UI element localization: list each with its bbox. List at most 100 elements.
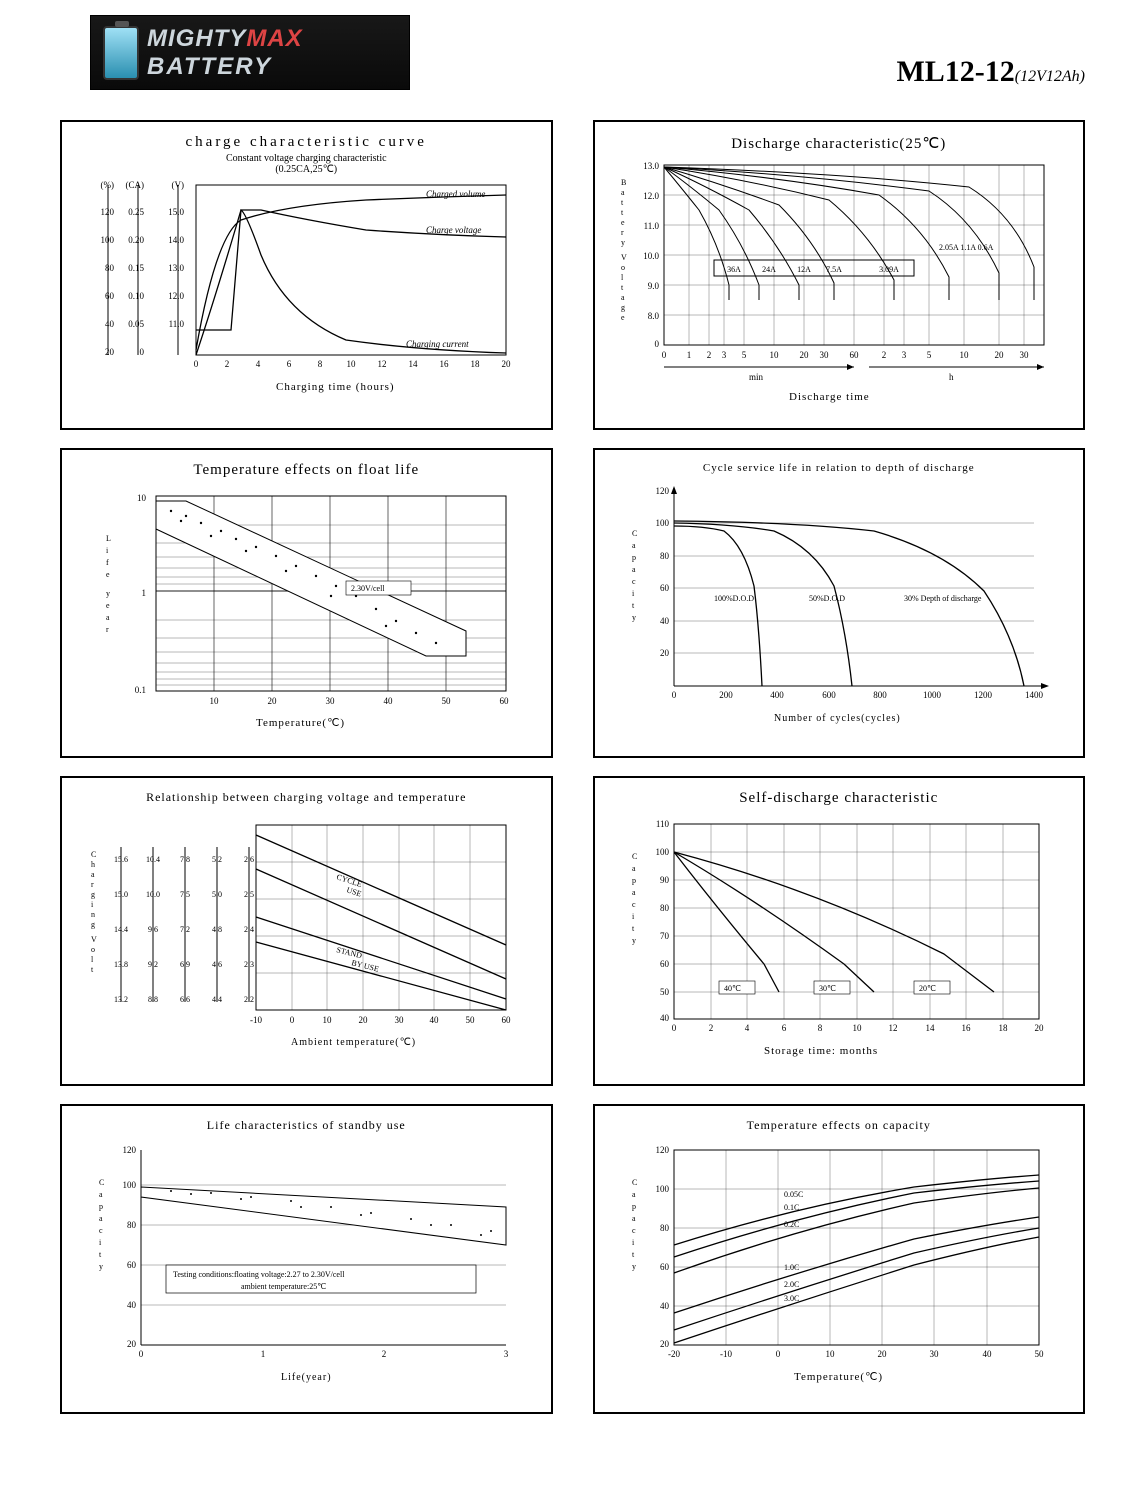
svg-text:0: 0 bbox=[672, 1023, 677, 1033]
svg-text:0.1C: 0.1C bbox=[784, 1203, 799, 1212]
svg-text:20: 20 bbox=[799, 350, 809, 360]
svg-text:2.6: 2.6 bbox=[244, 855, 254, 864]
svg-text:p: p bbox=[632, 553, 636, 562]
svg-text:10.0: 10.0 bbox=[146, 890, 160, 899]
svg-text:1: 1 bbox=[261, 1349, 266, 1359]
svg-text:30: 30 bbox=[929, 1349, 939, 1359]
svg-text:8.0: 8.0 bbox=[648, 311, 660, 321]
svg-text:0: 0 bbox=[139, 1349, 144, 1359]
svg-text:10: 10 bbox=[825, 1349, 835, 1359]
chart-svg: 13.012.011.0 10.09.08.0 0 36A24A 12A7.5A bbox=[609, 155, 1069, 415]
svg-text:5: 5 bbox=[927, 350, 932, 360]
svg-text:3.0C: 3.0C bbox=[784, 1294, 799, 1303]
xlabel: Ambient temperature(℃) bbox=[291, 1037, 416, 1048]
svg-text:0: 0 bbox=[672, 690, 677, 700]
svg-text:Charge voltage: Charge voltage bbox=[426, 225, 481, 235]
svg-text:8: 8 bbox=[818, 1023, 823, 1033]
svg-text:e: e bbox=[621, 218, 625, 227]
svg-text:30: 30 bbox=[1019, 350, 1029, 360]
svg-text:0.05C: 0.05C bbox=[784, 1190, 803, 1199]
svg-text:1: 1 bbox=[687, 350, 692, 360]
svg-text:a: a bbox=[632, 1214, 636, 1223]
svg-text:9.6: 9.6 bbox=[148, 925, 158, 934]
svg-text:0.2C: 0.2C bbox=[784, 1220, 799, 1229]
brand-b: MAX bbox=[246, 25, 302, 52]
svg-text:C: C bbox=[91, 850, 96, 859]
chart-self-discharge: Self-discharge characteristic 11010090 8… bbox=[593, 776, 1086, 1086]
svg-text:50%D.O.D: 50%D.O.D bbox=[809, 594, 845, 603]
svg-text:C: C bbox=[632, 1178, 637, 1187]
svg-text:24A: 24A bbox=[762, 265, 776, 274]
svg-text:B: B bbox=[621, 178, 626, 187]
svg-text:l: l bbox=[621, 273, 624, 282]
svg-text:g: g bbox=[91, 920, 95, 929]
svg-text:a: a bbox=[99, 1190, 103, 1199]
svg-text:90: 90 bbox=[660, 875, 670, 885]
svg-text:20: 20 bbox=[994, 350, 1004, 360]
svg-text:200: 200 bbox=[719, 690, 733, 700]
battery-icon bbox=[103, 26, 139, 80]
svg-text:110: 110 bbox=[656, 819, 670, 829]
svg-text:80: 80 bbox=[660, 1223, 670, 1233]
svg-text:3: 3 bbox=[902, 350, 907, 360]
svg-text:36A: 36A bbox=[727, 265, 741, 274]
svg-text:12.0: 12.0 bbox=[643, 191, 659, 201]
svg-text:h: h bbox=[949, 372, 954, 382]
svg-text:100: 100 bbox=[655, 518, 669, 528]
chart-svg: 11010090 807060 5040 024 6810 121416 182… bbox=[614, 809, 1064, 1069]
svg-text:c: c bbox=[632, 577, 636, 586]
svg-text:4.4: 4.4 bbox=[212, 995, 222, 1004]
svg-text:t: t bbox=[621, 198, 624, 207]
chart-svg: 2.30V/cell 1010.1 102030 405060 Temperat… bbox=[86, 481, 526, 741]
xlabel: Life(year) bbox=[281, 1372, 332, 1383]
svg-text:5: 5 bbox=[742, 350, 747, 360]
svg-text:r: r bbox=[91, 880, 94, 889]
svg-text:14.4: 14.4 bbox=[114, 925, 128, 934]
brand-line2: BATTERY bbox=[147, 53, 303, 81]
svg-text:20: 20 bbox=[660, 648, 670, 658]
svg-text:12.0: 12.0 bbox=[169, 291, 185, 301]
svg-text:c: c bbox=[632, 1226, 636, 1235]
svg-text:0.1: 0.1 bbox=[135, 685, 146, 695]
chart-title: Temperature effects on float life bbox=[193, 462, 419, 479]
svg-text:0: 0 bbox=[194, 359, 199, 369]
chart-svg: CYCLE USE STAND BY USE 15.610.47.85.22.6… bbox=[81, 807, 531, 1067]
svg-text:p: p bbox=[99, 1202, 103, 1211]
model-number: ML12-12(12V12Ah) bbox=[896, 55, 1085, 89]
svg-text:4.6: 4.6 bbox=[212, 960, 222, 969]
svg-text:l: l bbox=[91, 955, 94, 964]
svg-text:20: 20 bbox=[127, 1339, 137, 1349]
chart-svg: 12010080 604020 -20-100 102030 4050 0.05… bbox=[614, 1135, 1064, 1395]
svg-text:15.0: 15.0 bbox=[169, 207, 185, 217]
svg-text:30: 30 bbox=[326, 696, 336, 706]
svg-text:14.0: 14.0 bbox=[169, 235, 185, 245]
svg-text:0.15: 0.15 bbox=[129, 263, 145, 273]
svg-text:2.2: 2.2 bbox=[244, 995, 254, 1004]
model-sub: (12V12Ah) bbox=[1015, 68, 1085, 85]
svg-text:o: o bbox=[621, 263, 625, 272]
svg-text:2: 2 bbox=[382, 1349, 387, 1359]
svg-text:50: 50 bbox=[1034, 1349, 1044, 1359]
svg-text:i: i bbox=[632, 1238, 635, 1247]
svg-text:20: 20 bbox=[105, 347, 115, 357]
svg-text:(CA): (CA) bbox=[126, 180, 145, 190]
svg-text:50: 50 bbox=[442, 696, 452, 706]
svg-text:6: 6 bbox=[287, 359, 292, 369]
svg-text:14: 14 bbox=[925, 1023, 935, 1033]
svg-text:6.9: 6.9 bbox=[180, 960, 190, 969]
svg-text:-10: -10 bbox=[720, 1349, 732, 1359]
chart-title: Cycle service life in relation to depth … bbox=[703, 462, 975, 474]
svg-text:C: C bbox=[632, 529, 637, 538]
svg-text:e: e bbox=[106, 570, 110, 579]
svg-text:12: 12 bbox=[888, 1023, 897, 1033]
svg-text:L: L bbox=[106, 534, 111, 543]
chart-title: Life characteristics of standby use bbox=[207, 1118, 406, 1133]
svg-text:1000: 1000 bbox=[923, 690, 942, 700]
svg-text:V: V bbox=[91, 935, 97, 944]
svg-text:15.6: 15.6 bbox=[114, 855, 128, 864]
xlabel: Storage time: months bbox=[764, 1045, 878, 1057]
chart-charging-temp: Relationship between charging voltage an… bbox=[60, 776, 553, 1086]
svg-text:2: 2 bbox=[707, 350, 712, 360]
svg-text:1: 1 bbox=[142, 588, 147, 598]
svg-text:40: 40 bbox=[127, 1300, 137, 1310]
